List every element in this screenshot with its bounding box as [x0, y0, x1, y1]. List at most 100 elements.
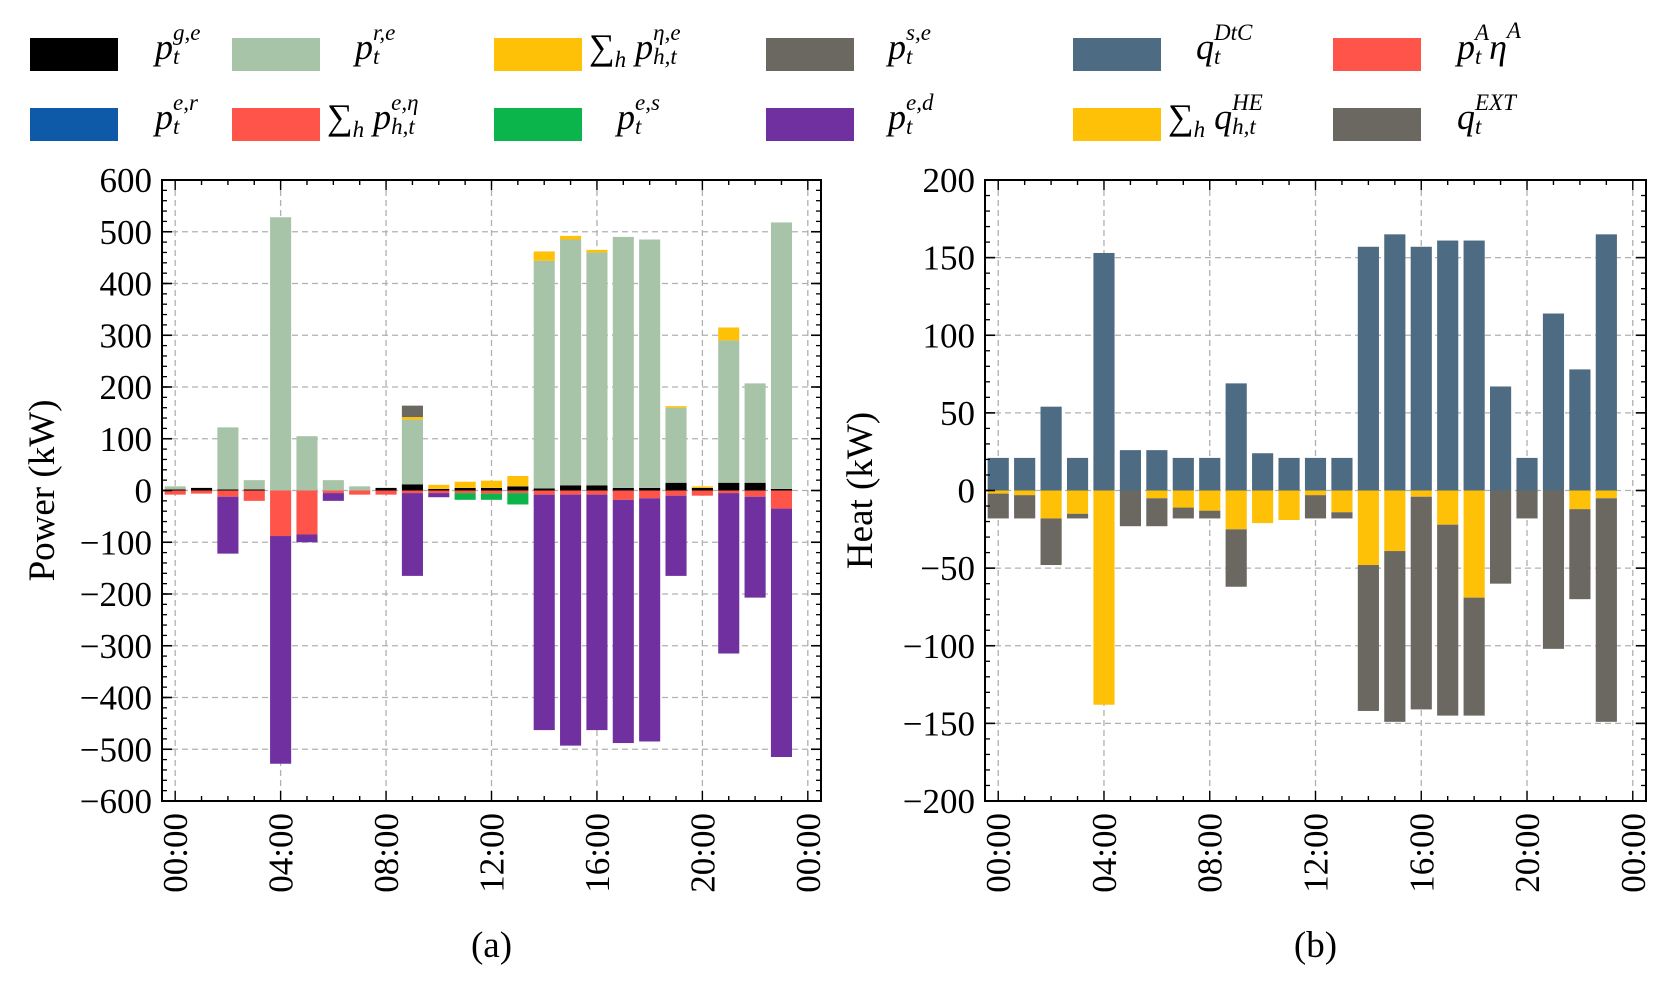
power-xtick-label-5: 20:00 [683, 813, 722, 893]
heat-bar-neg-s0-h7 [1172, 490, 1194, 508]
power-bar-pos-s2-h20 [691, 486, 713, 488]
legend-swatch-pe_eta [232, 108, 320, 141]
power-bar-pos-s0-h14 [533, 488, 555, 491]
heat-bar-neg-s0-h23 [1595, 490, 1617, 499]
power-bar-pos-s1-h5 [296, 436, 318, 491]
heat-xtick-label-5: 20:00 [1508, 813, 1547, 893]
power-bar-pos-s0-h11 [454, 487, 476, 491]
heat-bar-pos-s0-h8 [1199, 457, 1221, 491]
heat-bar-neg-s1-h15 [1384, 551, 1406, 722]
power-bar-pos-s0-h10 [428, 488, 450, 491]
power-ytick-label-0: 600 [100, 161, 153, 200]
power-ytick-label-1: 500 [100, 213, 153, 252]
power-bar-neg-s1-h3 [243, 490, 265, 501]
heat-bar-neg-s0-h8 [1199, 490, 1221, 511]
power-ytick-label-6: 0 [135, 472, 153, 511]
heat-xtick-label-3: 12:00 [1297, 813, 1336, 893]
power-bar-neg-s3-h2 [217, 496, 239, 554]
heat-bar-neg-s1-h23 [1595, 498, 1617, 722]
heat-bar-neg-s1-h22 [1569, 509, 1591, 600]
power-bar-pos-s0-h21 [718, 482, 740, 491]
power-bar-pos-s1-h6 [322, 480, 344, 491]
legend-swatch-pse [766, 38, 854, 71]
heat-bar-neg-s0-h11 [1278, 490, 1300, 520]
power-bar-neg-s1-h0 [164, 490, 186, 495]
heat-bar-neg-s0-h4 [1093, 490, 1115, 705]
power-bar-pos-s1-h3 [243, 480, 265, 490]
heat-bar-neg-s1-h14 [1357, 565, 1379, 711]
power-bar-neg-s3-h5 [296, 534, 318, 543]
power-bar-neg-s3-h6 [322, 493, 344, 501]
power-bar-pos-s1-h9 [401, 419, 423, 485]
heat-bar-neg-s1-h8 [1199, 510, 1221, 519]
power-ytick-label-9: −300 [80, 627, 152, 666]
power-bar-pos-s0-h1 [190, 487, 213, 491]
heat-bar-neg-s0-h13 [1331, 490, 1353, 513]
legend-label-per: p e,r t [155, 89, 198, 139]
power-bar-pos-s2-h10 [428, 484, 450, 489]
power-bar-neg-s1-h21 [718, 490, 740, 494]
heat-xtick-label-1: 04:00 [1085, 813, 1124, 893]
power-bar-neg-s1-h8 [375, 490, 397, 495]
power-bar-pos-s0-h17 [612, 487, 634, 491]
legend-label-pre: p r,e t [355, 19, 396, 69]
power-bar-neg-s2-h13 [507, 493, 529, 505]
power-ytick-label-2: 400 [100, 265, 153, 304]
power-bar-neg-s1-h5 [296, 490, 318, 535]
heat-bar-pos-s0-h7 [1172, 457, 1194, 491]
legend-label-pge: p g,e t [155, 19, 201, 69]
heat-ytick-label-8: −200 [903, 782, 975, 821]
heat-xtick-label-2: 08:00 [1191, 813, 1230, 893]
heat-bar-neg-s0-h2 [1040, 490, 1062, 519]
power-ytick-label-12: −600 [80, 782, 152, 821]
power-bar-pos-s0-h8 [375, 487, 397, 491]
heat-bar-neg-s0-h16 [1410, 490, 1432, 497]
power-bar-pos-s2-h9 [401, 417, 423, 420]
heat-bar-neg-s1-h9 [1225, 529, 1247, 587]
power-xtick-label-1: 04:00 [262, 813, 301, 893]
power-bar-pos-s0-h15 [560, 485, 582, 491]
power-bar-pos-s1-h16 [586, 252, 608, 486]
power-bar-pos-s2-h19 [665, 406, 687, 408]
heat-bar-neg-s1-h19 [1490, 490, 1512, 584]
heat-bar-neg-s0-h1 [1014, 490, 1036, 496]
power-bar-neg-s3-h14 [533, 494, 555, 731]
power-ytick-label-5: 100 [100, 420, 153, 459]
power-bar-neg-s3-h18 [639, 498, 661, 742]
power-bar-pos-s0-h3 [243, 489, 265, 491]
power-bar-pos-s1-h23 [770, 222, 793, 489]
power-bar-neg-s2-h12 [480, 493, 503, 500]
power-panel-label: (a) [471, 925, 512, 966]
heat-bar-pos-s0-h10 [1252, 453, 1274, 491]
power-bar-neg-s1-h9 [401, 490, 423, 494]
heat-bar-neg-s0-h3 [1066, 490, 1089, 514]
power-bar-pos-s0-h19 [665, 482, 687, 491]
heat-ytick-label-0: 200 [923, 161, 976, 200]
power-bar-pos-s1-h7 [349, 486, 371, 491]
heat-bar-pos-s0-h0 [987, 457, 1009, 491]
heat-bar-neg-s0-h17 [1437, 490, 1459, 525]
legend-swatch-qhe [1073, 108, 1161, 141]
power-bar-pos-s2-h14 [533, 251, 555, 261]
heat-bar-neg-s1-h7 [1172, 507, 1194, 519]
heat-bar-neg-s1-h20 [1516, 490, 1538, 519]
legend-label-ped: p e,d t [888, 89, 934, 139]
power-bar-pos-s1-h19 [665, 407, 687, 483]
heat-bar-neg-s1-h17 [1437, 524, 1459, 716]
power-bar-pos-s1-h18 [639, 239, 661, 488]
heat-bar-neg-s0-h0 [987, 490, 1009, 494]
heat-bar-neg-s1-h5 [1119, 490, 1141, 527]
panel-a-power: 600 500 400 300 200 100 0 −100 −200 −300 −400 −500 −… [22, 161, 828, 966]
heat-bar-pos-s0-h23 [1595, 234, 1617, 491]
power-bar-neg-s1-h14 [533, 490, 555, 495]
heat-bar-neg-s1-h12 [1304, 495, 1327, 519]
heat-bar-pos-s0-h13 [1331, 457, 1353, 491]
power-xtick-label-6: 00:00 [789, 813, 828, 893]
heat-bar-neg-s0-h6 [1146, 490, 1168, 499]
power-bar-pos-s1-h2 [217, 427, 239, 490]
power-bar-neg-s3-h21 [718, 493, 740, 654]
power-bar-pos-s0-h16 [586, 485, 608, 491]
power-bar-neg-s1-h23 [770, 490, 793, 509]
power-bar-pos-s2-h12 [480, 480, 503, 488]
